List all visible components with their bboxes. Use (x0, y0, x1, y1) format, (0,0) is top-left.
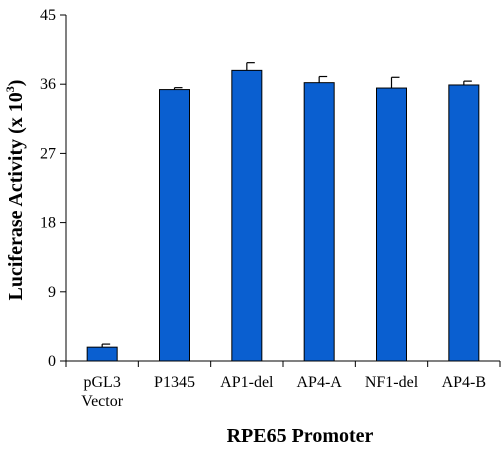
y-tick-label: 36 (40, 76, 56, 93)
error-bars (101, 62, 472, 348)
bar (86, 346, 118, 362)
y-axis-title-superscript: 3 (3, 86, 17, 92)
bar (376, 87, 407, 362)
y-tick-label: 9 (48, 284, 56, 301)
x-tick-label: AP4-B (442, 374, 486, 391)
x-tick-label: AP4-A (296, 374, 342, 391)
x-tick-label: P1345 (154, 374, 195, 391)
y-tick-label: 27 (40, 145, 56, 162)
y-axis-title: Luciferase Activity (x 103) (3, 80, 27, 301)
x-tick-label: AP1-del (220, 374, 274, 391)
x-axis-title: RPE65 Promoter (227, 425, 374, 447)
bar (159, 89, 190, 362)
bar (448, 84, 480, 362)
y-axis-title-suffix: ) (5, 80, 27, 87)
y-tick-label: 18 (40, 215, 56, 232)
y-tick-label: 45 (40, 7, 56, 24)
x-tick-label: NF1-del (365, 374, 419, 391)
bar (231, 69, 263, 362)
y-tick-label: 0 (48, 353, 56, 370)
y-axis-ticks: 0 9 18 27 36 45 (40, 7, 66, 370)
bars (86, 69, 480, 362)
x-axis-ticks: pGL3 Vector P1345 AP1-del AP4-A NF1-del AP4-B (65, 361, 501, 410)
y-axis-title-main: Luciferase Activity (x 10 (5, 92, 27, 300)
bar (303, 82, 335, 362)
x-tick-label: pGL3 Vector (81, 374, 123, 410)
